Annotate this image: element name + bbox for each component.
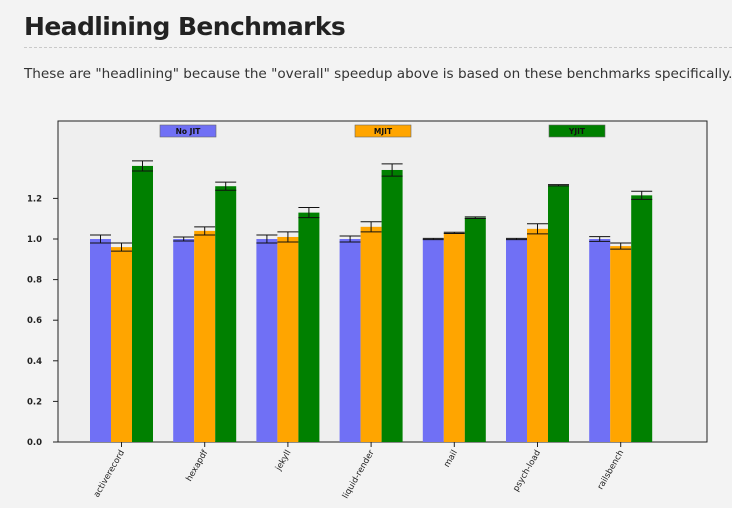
y-tick-label: 1.0	[27, 235, 42, 245]
bar	[610, 246, 632, 442]
bar	[527, 228, 548, 442]
bar	[464, 217, 486, 442]
bar	[132, 165, 153, 443]
bar	[443, 232, 465, 442]
y-tick-label: 0.4	[27, 357, 42, 367]
legend-swatch	[354, 124, 412, 138]
bar	[360, 226, 382, 442]
legend-label: YJIT	[568, 127, 586, 136]
x-tick-label: psych-load	[511, 449, 543, 494]
bar	[298, 212, 320, 442]
bar	[111, 247, 132, 442]
bar	[339, 239, 361, 442]
title-divider	[24, 47, 732, 48]
page-title: Headlining Benchmarks	[24, 12, 346, 41]
x-tick-label: liquid-render	[341, 448, 377, 501]
x-tick-label: hexapdf	[184, 448, 210, 484]
y-tick-label: 0.8	[27, 276, 42, 286]
bar	[506, 239, 527, 442]
bar	[194, 230, 216, 442]
x-tick-label: activerecord	[92, 449, 127, 500]
intro-text: These are "headlining" because the "over…	[24, 66, 732, 82]
y-tick-label: 0.6	[27, 316, 42, 326]
bar	[90, 239, 111, 442]
bar	[173, 239, 195, 442]
legend-swatch	[159, 124, 217, 138]
bar	[548, 185, 569, 442]
y-tick-label: 0.2	[27, 397, 42, 407]
x-tick-label: jekyll	[273, 449, 293, 474]
y-tick-label: 1.2	[27, 194, 42, 204]
x-tick-label: mail	[442, 449, 460, 470]
bar	[215, 186, 237, 442]
bar	[256, 239, 278, 442]
x-tick-label: railsbench	[596, 449, 627, 492]
y-tick-label: 0.0	[27, 438, 42, 448]
legend-label: No JIT	[176, 127, 202, 136]
legend-label: MJIT	[374, 127, 393, 136]
bar	[381, 169, 403, 443]
bar	[277, 236, 299, 442]
bar	[422, 239, 444, 442]
bar	[631, 195, 653, 442]
legend-swatch	[548, 124, 606, 138]
bar	[589, 239, 611, 442]
